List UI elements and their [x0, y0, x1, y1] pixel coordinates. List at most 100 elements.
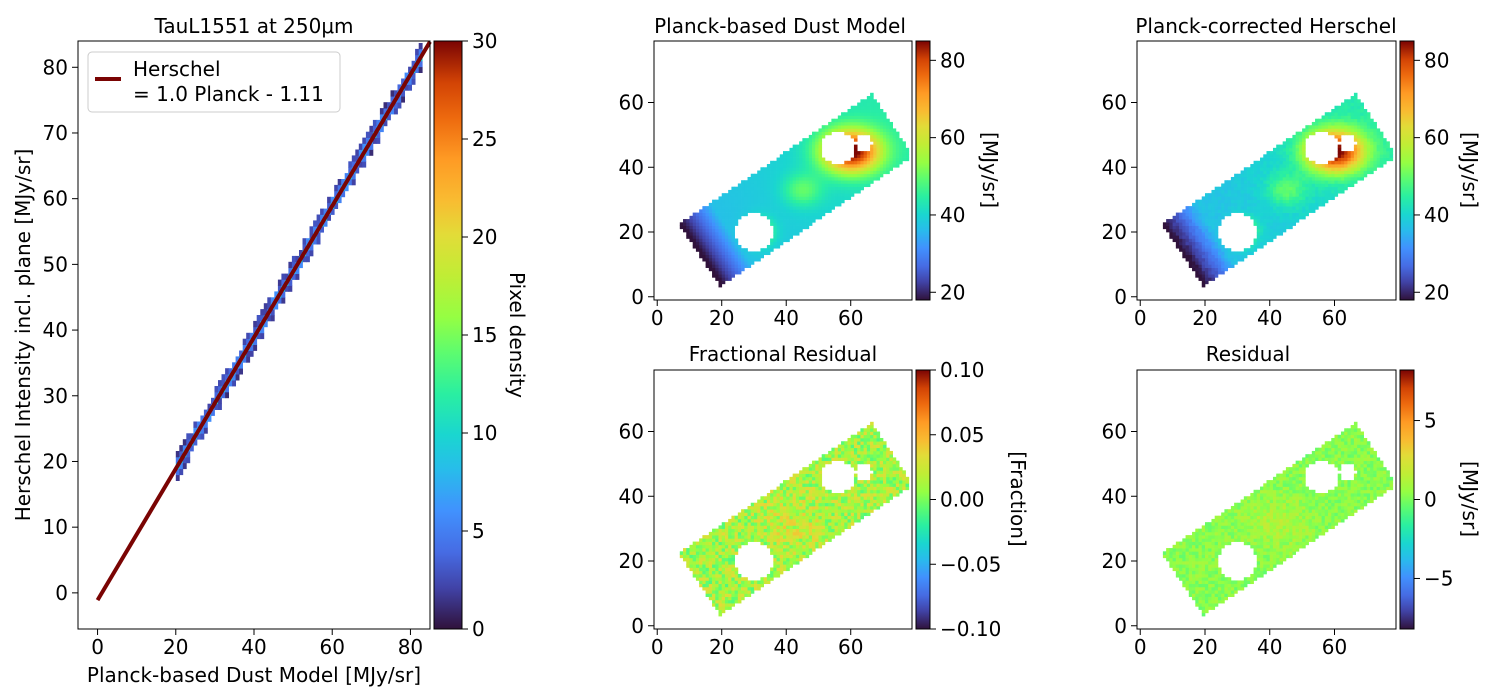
map-pixel: [1363, 112, 1368, 116]
map-pixel: [1172, 219, 1177, 223]
map-pixel: [857, 157, 861, 162]
map-pixel: [805, 499, 810, 504]
map-pixel: [1217, 264, 1222, 268]
map-pixel: [699, 251, 703, 256]
map-pixel: [831, 202, 835, 207]
map-pixel: [1376, 131, 1381, 136]
map-pixel: [834, 505, 839, 510]
map-pixel: [1366, 121, 1371, 126]
map-pixel: [1201, 573, 1206, 578]
map-pixel: [1295, 164, 1300, 168]
density-cell: [288, 285, 293, 292]
colorbar-tick-label: 20: [472, 225, 497, 249]
map-pixel: [708, 209, 713, 213]
map-pixel: [808, 499, 813, 504]
map-pixel: [1211, 267, 1216, 272]
map-pixel: [770, 244, 774, 249]
map-pixel: [728, 215, 732, 220]
map-pixel: [1328, 125, 1332, 129]
map-pixel: [1272, 193, 1277, 197]
map-pixel: [699, 564, 703, 568]
map-pixel: [1360, 144, 1364, 149]
map-pixel: [1175, 244, 1180, 249]
map-pixel: [792, 493, 797, 497]
map-pixel: [792, 509, 797, 513]
density-cell: [408, 66, 412, 73]
map-pixel: [873, 112, 877, 116]
map-pixel: [766, 522, 771, 526]
map-pixel: [1302, 173, 1306, 178]
map-pixel: [860, 164, 864, 168]
map-pixel: [1201, 606, 1206, 610]
map-pixel: [882, 170, 887, 175]
map-pixel: [1260, 157, 1264, 162]
map-pixel: [812, 528, 816, 533]
map-pixel: [792, 209, 797, 213]
density-cell: [182, 439, 187, 446]
map-pixel: [1208, 593, 1212, 597]
map-pixel: [753, 509, 758, 513]
map-pixel: [712, 232, 716, 236]
map-pixel: [1188, 580, 1193, 585]
map-pixel: [760, 196, 764, 200]
map-pixel: [799, 538, 803, 542]
map-pixel: [747, 176, 752, 181]
map-pixel: [1253, 212, 1258, 217]
map-pixel: [705, 206, 710, 210]
map-pixel: [731, 531, 735, 536]
map-pixel: [1211, 199, 1216, 204]
density-cell: [186, 439, 191, 446]
map-pixel: [1227, 251, 1232, 256]
map-pixel: [824, 196, 829, 200]
map-pixel: [1315, 202, 1319, 207]
map-pixel: [805, 186, 810, 191]
map-pixel: [728, 586, 732, 591]
map-pixel: [1360, 151, 1364, 155]
map-pixel: [1269, 219, 1274, 223]
density-cell: [362, 155, 367, 162]
map-pixel: [879, 483, 884, 487]
scatter-x-label: Planck-based Dust Model [MJy/sr]: [87, 663, 421, 687]
map-pixel: [705, 215, 710, 220]
map-pixel: [773, 164, 777, 168]
map-pixel: [715, 561, 719, 565]
map-pixel: [1276, 154, 1280, 158]
map-pixel: [1276, 206, 1280, 210]
map-pixel: [731, 209, 735, 213]
map-pixel: [702, 567, 706, 572]
map-pixel: [1204, 548, 1209, 552]
map-pixel: [1243, 196, 1248, 200]
map-pixel: [1201, 199, 1206, 204]
map-pixel: [731, 564, 735, 568]
map-pixel: [770, 183, 774, 188]
map-pixel: [886, 450, 890, 455]
map-pixel: [731, 518, 735, 523]
density-cell: [218, 403, 222, 410]
map-pixel: [770, 541, 774, 546]
density-cell: [341, 179, 346, 186]
map-pixel: [1224, 186, 1228, 191]
map-pixel: [770, 577, 774, 581]
map-pixel: [692, 554, 697, 559]
map-pixel: [1289, 167, 1293, 171]
map-pixel: [1282, 219, 1287, 223]
map-pixel: [1240, 254, 1245, 259]
map-pixel: [828, 493, 832, 497]
map-pixel: [895, 144, 900, 149]
map-pixel: [728, 277, 732, 281]
map-pixel: [815, 160, 819, 165]
map-pixel: [1224, 183, 1228, 188]
map-pixel: [1172, 225, 1177, 230]
map-pixel: [1204, 238, 1209, 243]
map-pixel: [779, 196, 784, 200]
map-pixel: [1337, 128, 1342, 132]
map-pixel: [712, 599, 716, 604]
map-pixel: [1214, 257, 1219, 262]
density-cell: [288, 267, 293, 274]
map-pixel: [841, 186, 845, 191]
map-pixel: [1292, 147, 1296, 152]
density-cell: [256, 315, 261, 322]
map-pixel: [1363, 134, 1368, 139]
map-pixel: [1201, 225, 1206, 230]
map-pixel: [818, 502, 823, 507]
